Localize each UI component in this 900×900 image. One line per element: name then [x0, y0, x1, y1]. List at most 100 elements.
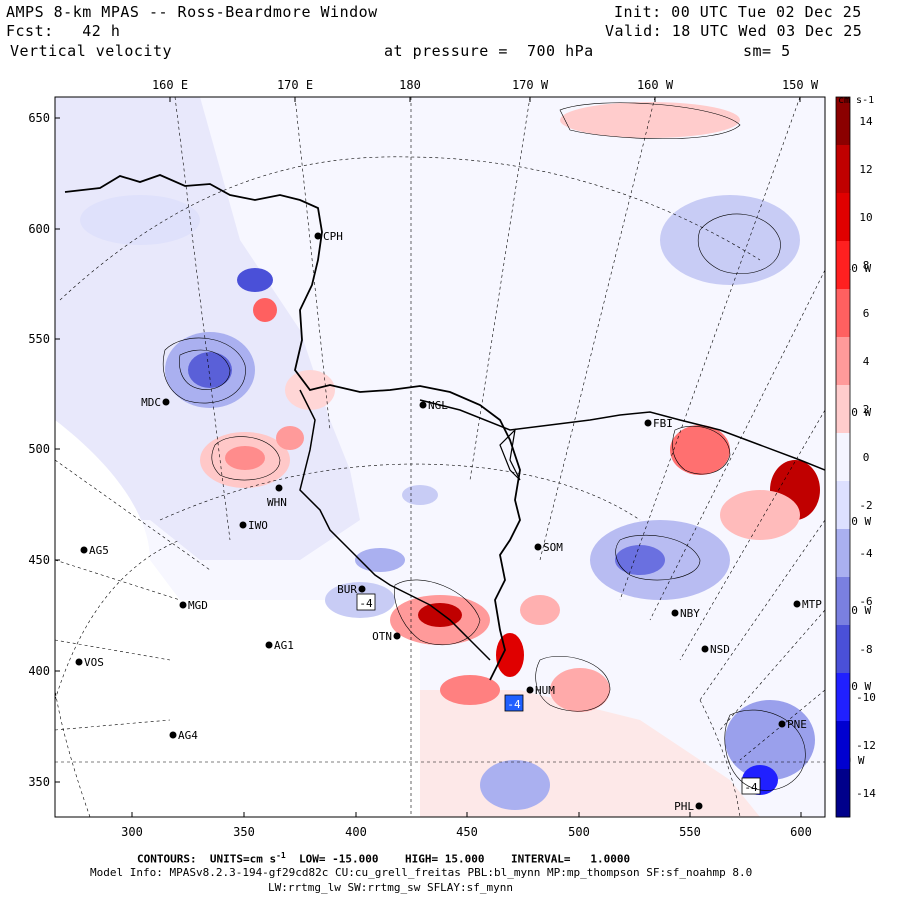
x-tick-label: 400: [345, 825, 367, 839]
station-label: CPH: [323, 230, 343, 243]
station-label: MDC: [141, 396, 161, 409]
contour-line: [724, 709, 806, 791]
colorbar-label: -6: [859, 595, 872, 608]
contour-line: [394, 579, 481, 646]
colorbar-label: 4: [863, 355, 870, 368]
station-marker: [179, 601, 187, 609]
contours-units: UNITS=cm s: [209, 852, 277, 866]
contours-low: LOW= -15.000: [298, 852, 379, 866]
contour-line: [672, 425, 731, 475]
station-label: HUM: [535, 684, 555, 697]
station-label: AG5: [89, 544, 109, 557]
coastline: [299, 389, 491, 661]
updraft-feature: [440, 675, 500, 705]
extremum-box: [356, 593, 376, 611]
y-tick-label: 650: [28, 111, 50, 125]
contours-units-exp: -1: [276, 851, 286, 860]
x-tick-label: 500: [568, 825, 590, 839]
downdraft-feature: [660, 195, 800, 285]
colorbar-label: 0: [863, 451, 870, 464]
station-marker: [526, 686, 534, 694]
contours-info: CONTOURS: UNITS=cm s-1 LOW= -15.000 HIGH…: [137, 851, 630, 866]
y-axis-ticks: 650 600 550 500 450 400 350: [28, 111, 60, 789]
station-marker: [275, 484, 283, 492]
station-marker: [671, 609, 679, 617]
station-label: MTP: [802, 598, 822, 611]
station-label: NBY: [680, 607, 700, 620]
island-outline: [499, 428, 521, 481]
model-info: Model Info: MPASv8.2.3-194-gf29cd82c CU:…: [90, 866, 753, 879]
contour-line: [179, 349, 231, 390]
colorbar-label: 12: [859, 163, 872, 176]
colorbar-label: 6: [863, 307, 870, 320]
updraft-feature: [276, 426, 304, 450]
downdraft-feature: [355, 548, 405, 572]
station-label: AG4: [178, 729, 198, 742]
station-label: PHL: [674, 800, 694, 813]
downdraft-feature: [615, 545, 665, 575]
downdraft-feature: [725, 700, 815, 780]
station-marker: [75, 658, 83, 666]
downdraft-feature: [402, 485, 438, 505]
updraft-feature: [418, 603, 462, 627]
station-marker: [793, 600, 801, 608]
colorbar-label: -14: [856, 787, 876, 800]
colorbar-label: -10: [856, 691, 876, 704]
y-tick-label: 450: [28, 553, 50, 567]
contour-line: [559, 102, 741, 140]
longitude-label: 170 W: [512, 78, 549, 92]
x-tick-label: 300: [121, 825, 143, 839]
station-label: NSD: [710, 643, 730, 656]
colorbar-segment: [836, 385, 850, 434]
longitude-label: 160 W: [637, 78, 674, 92]
station-marker: [701, 645, 709, 653]
colorbar: 14 12 10 8 6 4 2 0 -2 -4 -6 -8 -10 -12 -14: [835, 96, 876, 818]
station-marker: [162, 398, 170, 406]
colorbar-segment: [836, 769, 850, 818]
x-tick-label: 600: [790, 825, 812, 839]
colorbar-frame: [835, 96, 851, 818]
station-marker: [169, 731, 177, 739]
forecast-hour: Fcst: 42 h: [6, 22, 120, 40]
colorbar-segment: [836, 337, 850, 386]
extremum-label: -4: [359, 597, 373, 610]
colorbar-segment: [836, 241, 850, 290]
station-marker: [419, 401, 427, 409]
y-tick-label: 350: [28, 775, 50, 789]
plot-title: AMPS 8-km MPAS -- Ross-Beardmore Window: [6, 3, 378, 21]
contours-interval: INTERVAL= 1.0000: [510, 852, 631, 866]
contour-line: [697, 213, 781, 274]
colorbar-segment: [836, 145, 850, 194]
updraft-feature: [520, 595, 560, 625]
contours-high: HIGH= 15.000: [404, 852, 485, 866]
updraft-feature: [720, 490, 800, 540]
station-label: WHN: [267, 496, 287, 509]
colorbar-label: 2: [863, 403, 870, 416]
colorbar-segment: [836, 577, 850, 626]
colorbar-segment: [836, 529, 850, 578]
radiation-info: LW:rrtmg_lw SW:rrtmg_sw SFLAY:sf_mynn: [268, 881, 514, 894]
downdraft-feature: [80, 195, 200, 245]
station-label: FBI: [653, 417, 673, 430]
updraft-feature: [550, 668, 610, 712]
station-marker: [778, 720, 786, 728]
colorbar-segment: [836, 721, 850, 770]
map-frame: [54, 96, 826, 818]
colorbar-segment: [836, 673, 850, 722]
contours-label: CONTOURS:: [137, 852, 197, 866]
field-name: Vertical velocity: [10, 42, 173, 60]
downdraft-feature: [188, 352, 232, 388]
y-tick-label: 550: [28, 332, 50, 346]
station-marker: [265, 641, 273, 649]
station-label: PNE: [787, 718, 807, 731]
valid-time: Valid: 18 UTC Wed 03 Dec 25: [605, 22, 863, 40]
smoothing: sm= 5: [743, 42, 791, 60]
extremum-label: -4: [744, 781, 758, 794]
contour-line: [615, 534, 701, 581]
station-marker: [239, 521, 247, 529]
longitude-label: 180: [399, 78, 421, 92]
station-label: MGD: [188, 599, 208, 612]
station-marker: [695, 802, 703, 810]
updraft-feature: [496, 633, 524, 677]
